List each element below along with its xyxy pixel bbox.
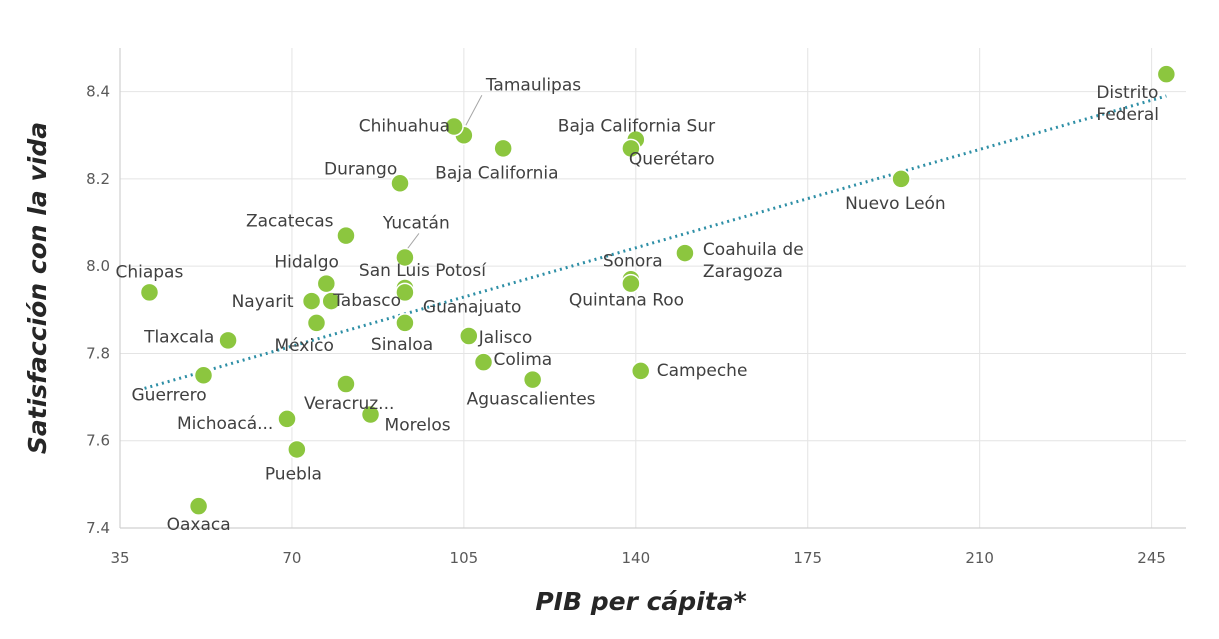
point-campeche xyxy=(630,361,651,381)
point-label-tlaxcala: Tlaxcala xyxy=(143,327,214,347)
point-label-mexico: México xyxy=(274,336,333,356)
point-label-guanajuato: Guanajuato xyxy=(423,297,522,317)
point-label-zacatecas: Zacatecas xyxy=(246,212,334,232)
point-tabasco xyxy=(321,291,341,311)
label-layer: Distrito Federal Tamaulipas Chihuahua Baja C… xyxy=(115,75,1159,535)
point-coahuila-de-zaragoza xyxy=(675,243,695,263)
point-label-guerrero: Guerrero xyxy=(132,385,207,405)
point-quintana-roo xyxy=(621,273,641,294)
x-axis-title: PIB per cápita* xyxy=(535,587,746,616)
point-label-nayarit: Nayarit xyxy=(232,292,294,312)
x-tick-label: 210 xyxy=(965,549,994,567)
leader-line-tamaulipas xyxy=(465,95,483,126)
point-nayarit xyxy=(301,291,322,311)
x-tick-label: 35 xyxy=(110,549,129,567)
y-axis-title: Satisfacción con la vida xyxy=(23,122,52,454)
point-aguascalientes xyxy=(522,369,543,390)
point-label-quintana-roo: Quintana Roo xyxy=(569,291,684,311)
y-tick-label: 7.8 xyxy=(86,344,110,362)
point-chihuahua xyxy=(444,116,464,137)
point-tlaxcala xyxy=(218,330,238,351)
point-nuevo-leon xyxy=(891,169,911,189)
point-label-veracruz: Veracruz... xyxy=(304,394,394,414)
point-veracruz xyxy=(336,374,356,394)
point-zacatecas xyxy=(336,225,356,246)
point-label-jalisco: Jalisco xyxy=(478,328,532,348)
y-tick-label: 7.6 xyxy=(86,432,110,450)
point-label-puebla: Puebla xyxy=(265,464,322,484)
point-label-line: Federal xyxy=(1096,105,1159,125)
axis-layer: 7.4 7.6 7.8 8.0 8.2 8.4 35 70 105 140 175 210 245 xyxy=(86,48,1186,567)
x-tick-label: 70 xyxy=(282,549,301,567)
point-oaxaca xyxy=(188,496,209,516)
point-label-baja-california-sur: Baja California Sur xyxy=(558,117,715,137)
point-guerrero xyxy=(193,365,214,386)
point-label-michoaca: Michoacá... xyxy=(177,414,273,434)
point-layer xyxy=(139,64,1177,516)
point-sinaloa xyxy=(395,313,415,333)
point-queretaro xyxy=(621,138,641,159)
point-label-sinaloa: Sinaloa xyxy=(371,335,433,355)
point-label-aguascalientes: Aguascalientes xyxy=(467,390,596,410)
y-tick-label: 8.4 xyxy=(86,83,110,101)
point-label-san-luis-potosi: San Luis Potosí xyxy=(359,261,487,281)
point-yucatan xyxy=(395,247,415,268)
point-puebla xyxy=(287,439,307,460)
point-label-tabasco: Tabasco xyxy=(332,291,401,311)
point-baja-california xyxy=(493,138,513,159)
point-label-line: Zaragoza xyxy=(703,262,783,282)
point-jalisco xyxy=(459,326,479,346)
point-chiapas xyxy=(139,282,160,303)
leader-layer xyxy=(406,95,483,250)
point-label-queretaro: Querétaro xyxy=(629,149,715,169)
point-mexico xyxy=(306,313,327,333)
point-label-chihuahua: Chihuahua xyxy=(359,117,450,137)
point-label-campeche: Campeche xyxy=(657,361,748,381)
point-label-durango: Durango xyxy=(324,159,397,179)
point-label-chiapas: Chiapas xyxy=(115,262,183,282)
point-label-tamaulipas: Tamaulipas xyxy=(485,75,581,95)
x-tick-label: 140 xyxy=(621,549,650,567)
y-tick-label: 7.4 xyxy=(86,519,110,537)
point-durango xyxy=(390,173,410,194)
leader-line-yucatan xyxy=(406,233,420,250)
point-label-nuevo-leon: Nuevo León xyxy=(845,194,946,214)
x-tick-label: 175 xyxy=(793,549,822,567)
point-label-oaxaca: Oaxaca xyxy=(167,515,231,535)
point-label-baja-california: Baja California xyxy=(435,163,558,183)
point-hidalgo xyxy=(316,273,337,294)
point-label-line: Coahuila de xyxy=(703,240,804,260)
point-label-morelos: Morelos xyxy=(385,416,451,436)
x-tick-label: 105 xyxy=(450,549,479,567)
point-label-colima: Colima xyxy=(494,350,553,370)
y-tick-label: 8.0 xyxy=(86,257,110,275)
point-morelos xyxy=(360,404,381,425)
point-label-sonora: Sonora xyxy=(603,251,663,271)
point-label-line: Distrito xyxy=(1096,83,1158,103)
point-michoaca xyxy=(277,409,297,429)
point-label-coahuila-de-zaragoza: Coahuila de Zaragoza xyxy=(703,240,804,282)
point-colima xyxy=(473,352,494,372)
point-guanajuato xyxy=(395,282,415,303)
point-label-distrito-federal: Distrito Federal xyxy=(1096,83,1159,125)
point-distrito-federal xyxy=(1156,64,1177,84)
x-tick-label: 245 xyxy=(1137,549,1166,567)
point-label-yucatan: Yucatán xyxy=(382,213,450,233)
y-tick-label: 8.2 xyxy=(86,170,110,188)
point-label-hidalgo: Hidalgo xyxy=(274,253,339,273)
